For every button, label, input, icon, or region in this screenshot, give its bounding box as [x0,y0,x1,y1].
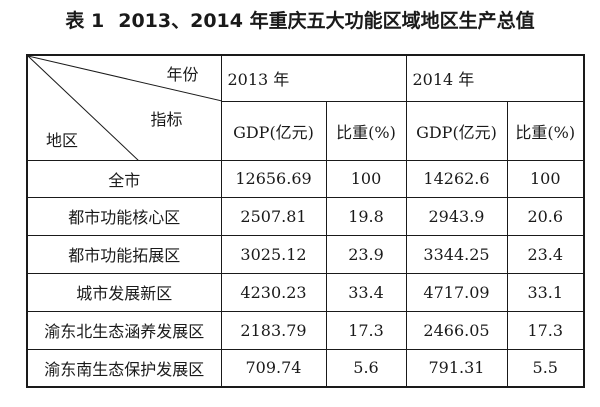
share-2014-cell: 20.6 [506,196,585,236]
gdp-2013-cell: 2507.81 [220,196,327,236]
corner-label-year: 年份 [166,65,199,84]
table-row: 城市发展新区 4230.23 33.4 4717.09 33.1 [26,272,585,312]
gdp-2014-cell: 4717.09 [405,272,508,312]
year-header-2013: 2013 年 [220,54,407,102]
corner-diagonal-lines [29,57,220,159]
gdp-2013-cell: 4230.23 [220,272,327,312]
share-2014-cell: 17.3 [506,310,585,350]
table-number: 表 1 [65,10,105,32]
gdp-2014-cell: 14262.6 [405,159,508,198]
share-2013-cell: 17.3 [325,310,407,350]
gdp-table: 年份 指标 地区 2013 年 2014 年 GDP(亿元) 比重(%) GDP… [26,54,585,388]
region-cell: 渝东南生态保护发展区 [26,348,222,388]
gdp-2014-cell: 2466.05 [405,310,508,350]
share-2014-cell: 33.1 [506,272,585,312]
region-cell: 城市发展新区 [26,272,222,312]
region-cell: 都市功能核心区 [26,196,222,236]
table-row: 渝东北生态涵养发展区 2183.79 17.3 2466.05 17.3 [26,310,585,350]
gdp-2014-cell: 3344.25 [405,234,508,274]
table-row: 都市功能核心区 2507.81 19.8 2943.9 20.6 [26,196,585,236]
year-header-2014: 2014 年 [405,54,585,102]
share-2014-cell: 100 [506,159,585,198]
header-row-years: 年份 指标 地区 2013 年 2014 年 [26,54,585,161]
region-cell: 都市功能拓展区 [26,234,222,274]
corner-header: 年份 指标 地区 [26,54,222,161]
gdp-2013-cell: 709.74 [220,348,327,388]
col-header-share-2014: 比重(%) [506,100,585,161]
gdp-2014-cell: 791.31 [405,348,508,388]
share-2013-cell: 100 [325,159,407,198]
share-2013-cell: 33.4 [325,272,407,312]
header-row-indicators: GDP(亿元) 比重(%) GDP(亿元) 比重(%) [27,100,585,161]
share-2013-cell: 5.6 [325,348,407,388]
share-2013-cell: 19.8 [325,196,407,236]
gdp-2013-cell: 12656.69 [220,159,327,198]
corner-label-indicator: 指标 [150,110,183,129]
col-header-share-2013: 比重(%) [325,100,407,161]
table-row: 都市功能拓展区 3025.12 23.9 3344.25 23.4 [26,234,585,274]
col-header-gdp-2014: GDP(亿元) [405,100,508,161]
share-2014-cell: 5.5 [506,348,585,388]
corner-label-region: 地区 [46,131,79,150]
gdp-2013-cell: 3025.12 [220,234,327,274]
region-cell: 渝东北生态涵养发展区 [26,310,222,350]
share-2014-cell: 23.4 [506,234,585,274]
share-2013-cell: 23.9 [325,234,407,274]
table-title: 2013、2014 年重庆五大功能区域地区生产总值 [118,10,535,32]
table-row: 全市 12656.69 100 14262.6 100 [26,159,585,198]
col-header-gdp-2013: GDP(亿元) [220,100,327,161]
table-caption: 表 1 2013、2014 年重庆五大功能区域地区生产总值 [0,6,600,36]
gdp-2014-cell: 2943.9 [405,196,508,236]
gdp-2013-cell: 2183.79 [220,310,327,350]
region-cell: 全市 [26,159,222,198]
table-row: 渝东南生态保护发展区 709.74 5.6 791.31 5.5 [26,348,585,388]
